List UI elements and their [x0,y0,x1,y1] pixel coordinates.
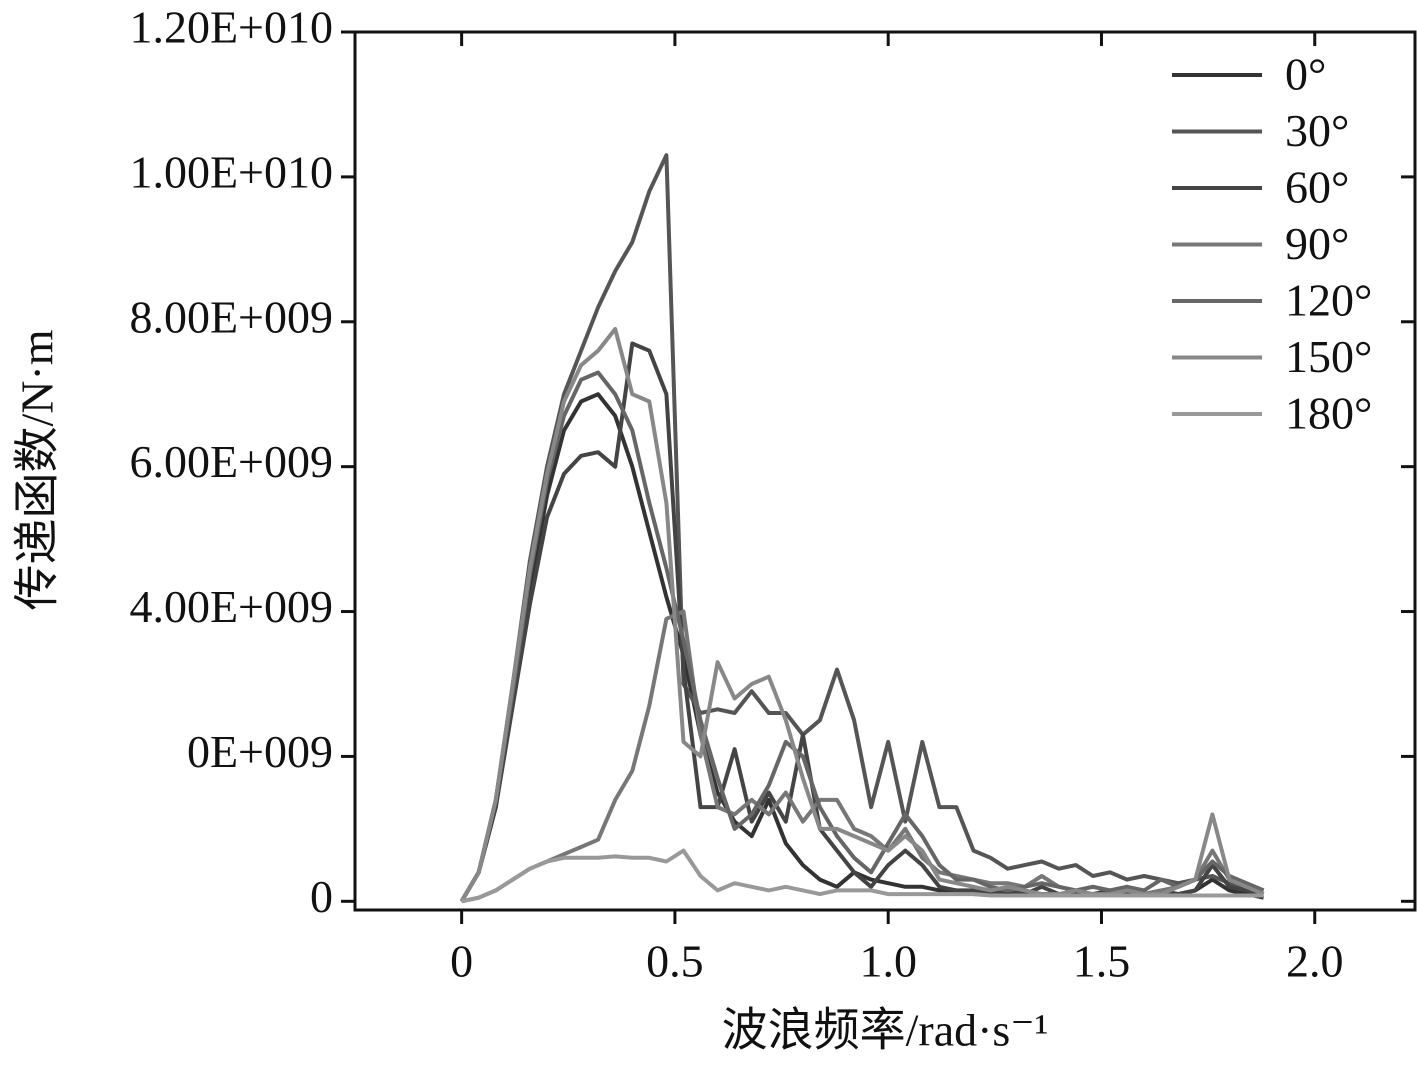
y-tick-label: 6.00E+009 [129,436,333,487]
legend-label: 0° [1285,49,1326,100]
series-line [459,341,1265,903]
series-line [459,153,1265,903]
y-tick-label: 0 [310,871,333,922]
plot-frame [353,30,1417,912]
y-tick-label: 8.00E+009 [129,291,333,342]
y-axis-label: 传递函数/N·m [12,329,63,610]
series-line [459,392,1265,903]
x-tick-label: 2.0 [1286,936,1344,987]
y-tick-label: 4.00E+009 [129,581,333,632]
y-tick-label: 0E+009 [187,726,333,777]
legend-label: 30° [1285,105,1349,156]
legend-label: 60° [1285,162,1349,213]
x-tick-label: 0 [450,936,473,987]
legend-label: 150° [1285,331,1372,382]
series-line [459,327,1265,903]
legend-label: 120° [1285,275,1372,326]
series-line [461,848,1264,904]
x-tick-label: 1.5 [1073,936,1131,987]
x-axis-label: 波浪频率/rad·s⁻¹ [722,1005,1049,1056]
series-line [459,370,1265,903]
y-tick-label: 1.00E+010 [129,146,333,197]
legend-label: 180° [1285,388,1372,439]
x-tick-label: 0.5 [646,936,704,987]
y-tick-label: 1.20E+010 [129,2,333,53]
legend-label: 90° [1285,218,1349,269]
x-tick-label: 1.0 [859,936,917,987]
